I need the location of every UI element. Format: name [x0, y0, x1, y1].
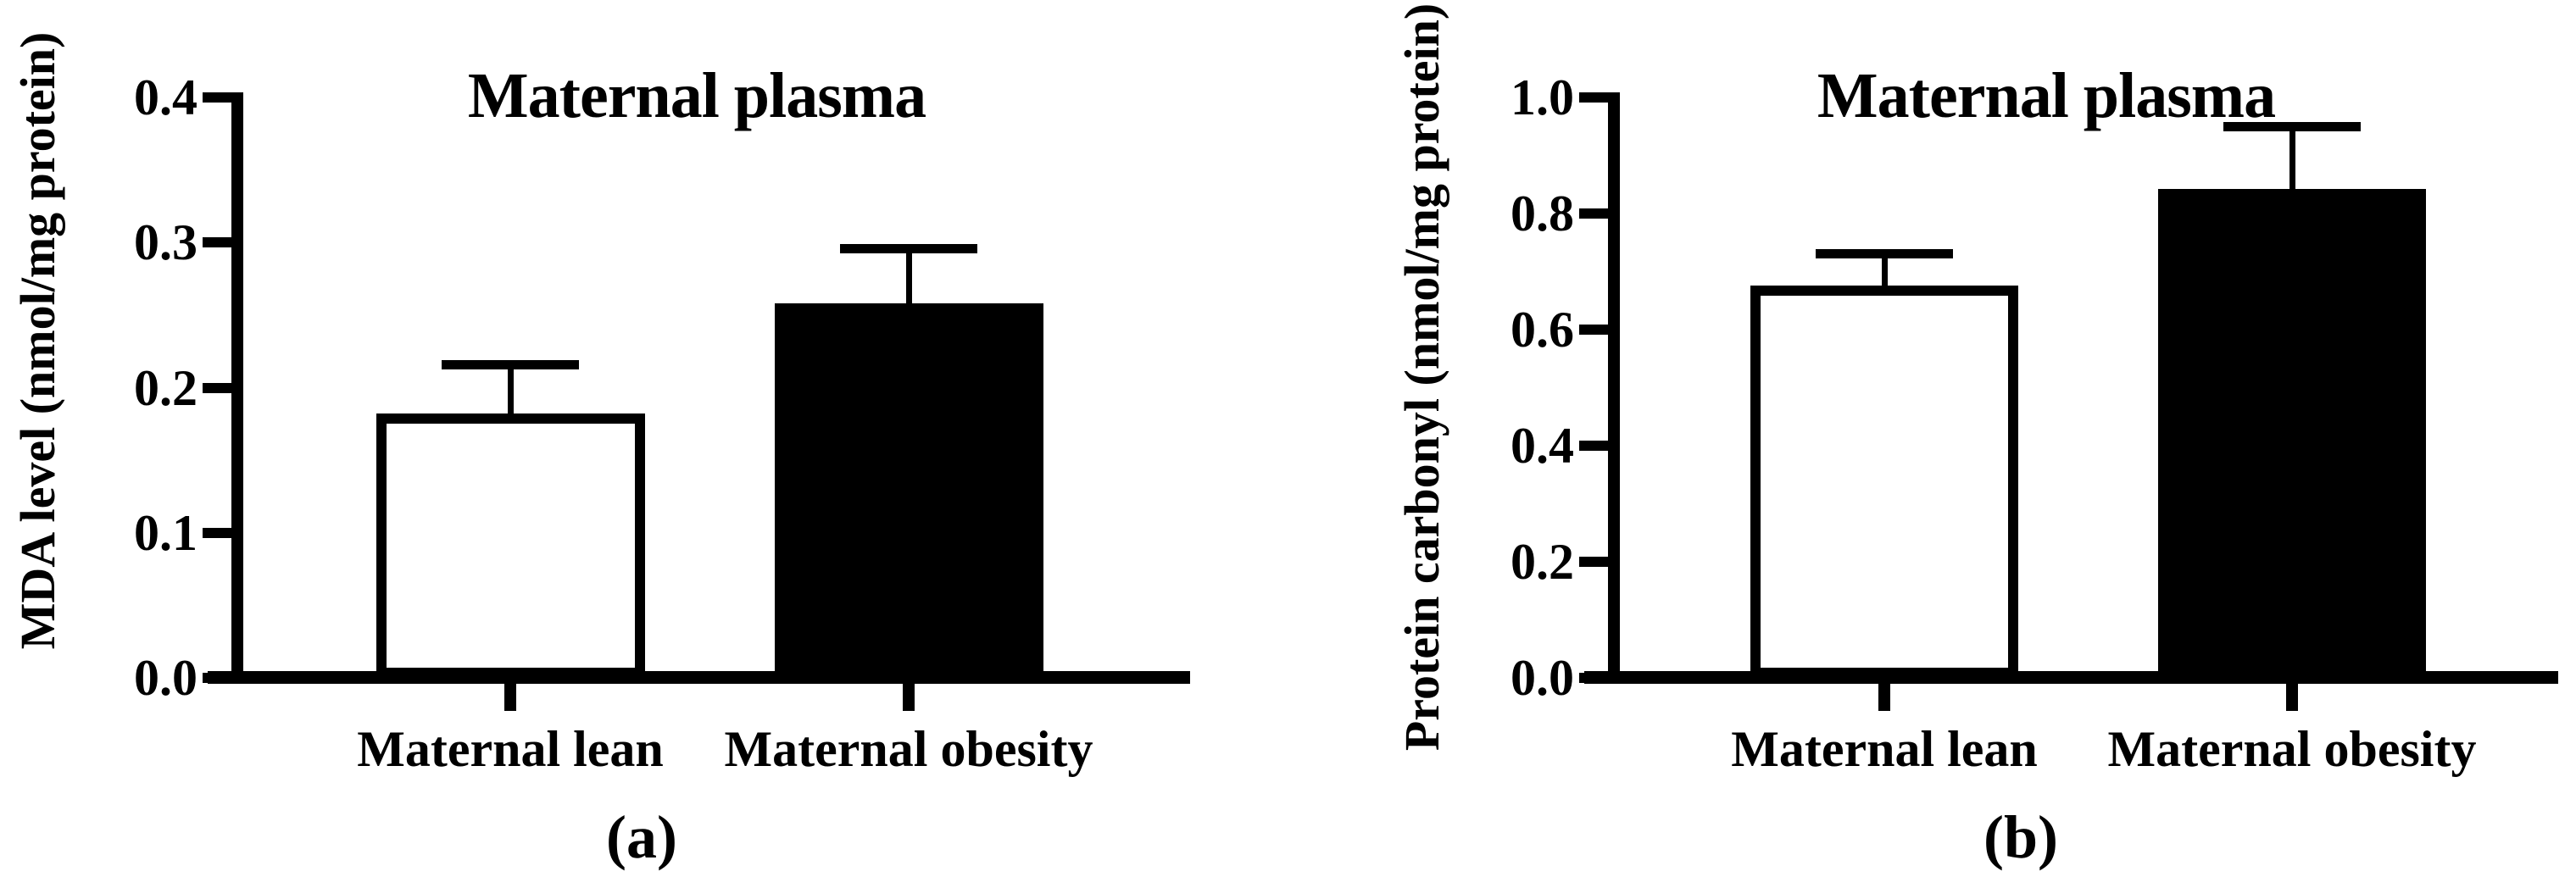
y-tick-label: 0.6 [1511, 302, 1574, 358]
x-tick [903, 684, 915, 711]
y-tick [203, 92, 235, 103]
error-bar-cap [2223, 122, 2361, 131]
y-tick-label: 0.4 [1511, 418, 1574, 474]
y-tick [203, 383, 235, 393]
y-tick-label: 1.0 [1511, 69, 1574, 125]
panel-caption: (b) [1983, 803, 2058, 871]
y-tick-label: 0.3 [134, 214, 198, 270]
y-tick-label: 0.8 [1511, 186, 1574, 241]
y-tick-label: 0.2 [134, 360, 198, 416]
plot-area: 0.0 0.1 0.2 0.3 0.4 Maternal lean Maternal obe… [134, 69, 1190, 777]
x-axis-line [1584, 671, 2558, 684]
bar-maternal-lean [1750, 286, 2018, 678]
panel-a: Maternal plasma MDA level (nmol/mg prote… [10, 32, 1190, 871]
y-axis-line [1608, 92, 1620, 684]
error-bar-whisker [2289, 126, 2295, 191]
error-bar-whisker [508, 364, 514, 416]
y-tick [203, 528, 235, 538]
error-bar-whisker [1882, 253, 1888, 288]
x-category-label: Maternal lean [357, 721, 664, 777]
y-tick-label: 0.2 [1511, 534, 1574, 590]
y-tick [1579, 208, 1611, 219]
bar-maternal-obesity [775, 303, 1043, 678]
error-bar-cap [840, 244, 977, 253]
x-category-label: Maternal lean [1731, 721, 2038, 777]
y-tick-label: 0.0 [1511, 650, 1574, 706]
x-category-label: Maternal obesity [724, 721, 1093, 777]
x-axis-line [208, 671, 1190, 684]
x-category-label: Maternal obesity [2107, 721, 2477, 777]
chart-title: Maternal plasma [467, 60, 926, 132]
error-bar-whisker [906, 248, 912, 306]
y-tick-label: 0.1 [134, 505, 198, 561]
panel-caption: (a) [606, 803, 677, 871]
y-tick [1579, 557, 1611, 567]
bar-maternal-lean [376, 413, 645, 678]
y-tick [203, 237, 235, 247]
y-tick [1579, 325, 1611, 335]
bar-maternal-obesity [2158, 189, 2426, 678]
y-tick [1579, 92, 1611, 103]
panel-b: Maternal plasma Protein carbonyl (nmol/m… [1288, 0, 2576, 888]
y-tick [1579, 441, 1611, 451]
chart-title: Maternal plasma [1817, 60, 2276, 132]
x-tick [504, 684, 516, 711]
y-tick-label: 0.4 [134, 69, 198, 125]
x-tick [2286, 684, 2298, 711]
error-bar-cap [442, 360, 579, 369]
y-tick-label: 0.0 [134, 650, 198, 706]
x-tick [1878, 684, 1890, 711]
error-bar-cap [1816, 249, 1953, 258]
